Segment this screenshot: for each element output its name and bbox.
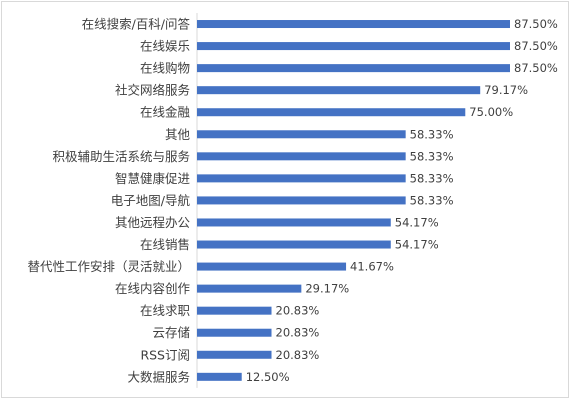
category-label: 在线购物 [140, 61, 190, 76]
data-label: 41.67% [350, 260, 394, 274]
category-label: 云存储 [152, 325, 190, 340]
category-label: 其他 [165, 127, 191, 142]
category-label: 积极辅助生活系统与服务 [52, 149, 190, 164]
category-label: 在线金融 [140, 105, 191, 120]
data-label: 20.83% [276, 304, 320, 318]
bar [197, 152, 406, 161]
data-label: 12.50% [246, 370, 290, 384]
data-label: 20.83% [276, 348, 320, 362]
data-label: 87.50% [514, 61, 558, 75]
bar [197, 174, 406, 183]
category-label: 替代性工作安排（灵活就业） [27, 259, 190, 274]
bar [197, 86, 481, 95]
category-label: RSS订阅 [140, 347, 190, 362]
data-label: 54.17% [395, 238, 439, 252]
bar [197, 240, 391, 249]
data-label: 58.33% [410, 171, 454, 185]
bar [197, 350, 272, 359]
bar [197, 328, 272, 337]
bar [197, 284, 302, 293]
category-label: 在线搜索/百科/问答 [82, 17, 191, 32]
data-label: 54.17% [395, 215, 439, 229]
data-label: 58.33% [410, 127, 454, 141]
category-label: 其他远程办公 [115, 215, 191, 230]
category-label: 电子地图/导航 [111, 193, 191, 208]
category-label: 社交网络服务 [115, 83, 190, 98]
data-label: 75.00% [469, 105, 513, 119]
bar [197, 306, 272, 315]
category-label: 在线内容创作 [115, 281, 191, 296]
category-label: 大数据服务 [127, 369, 190, 384]
bar [197, 372, 242, 381]
category-label: 在线求职 [140, 303, 190, 318]
data-label: 20.83% [276, 326, 320, 340]
bar [197, 108, 466, 117]
data-label: 58.33% [410, 193, 454, 207]
data-label: 87.50% [514, 17, 558, 31]
category-label: 智慧健康促进 [115, 171, 191, 186]
bar [197, 196, 406, 205]
data-label: 79.17% [484, 83, 528, 97]
category-label: 在线销售 [140, 237, 190, 252]
data-label: 87.50% [514, 39, 558, 53]
data-label: 58.33% [410, 149, 454, 163]
bar [197, 64, 510, 73]
bar [197, 42, 510, 51]
bar [197, 20, 510, 29]
bar [197, 130, 406, 139]
data-label: 29.17% [305, 282, 349, 296]
category-label: 在线娱乐 [140, 39, 190, 54]
bar [197, 262, 347, 271]
bar [197, 218, 391, 227]
